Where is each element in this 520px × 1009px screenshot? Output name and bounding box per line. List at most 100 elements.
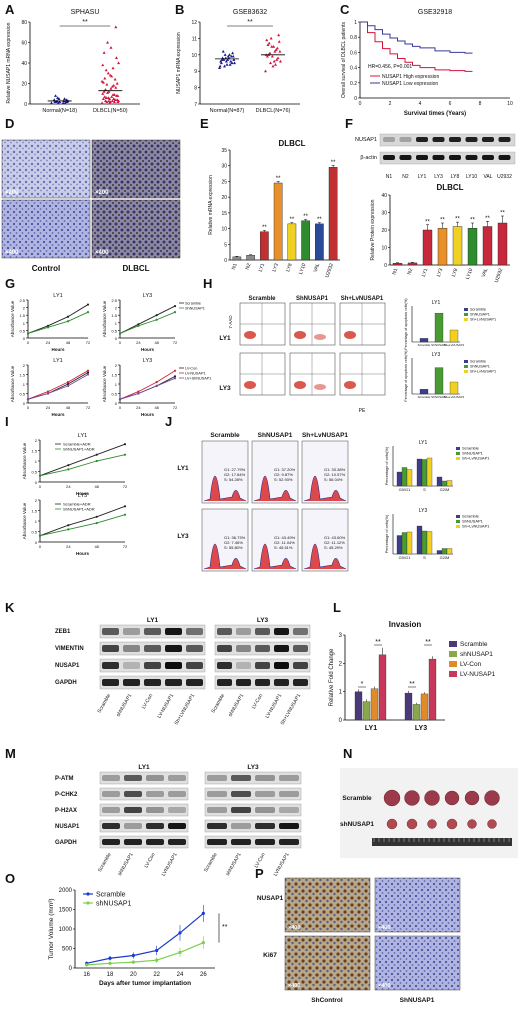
blot-lane-label: Scramble [96, 693, 112, 714]
panel-G1-ytick-label: 0.5 [19, 328, 25, 333]
panel-A-point [101, 80, 105, 84]
panel-H2-legend-swatch [464, 370, 468, 373]
panel-B-point [224, 59, 228, 63]
panel-I2-series-1 [39, 514, 126, 537]
blot-band [279, 823, 299, 829]
ihc-image [284, 935, 371, 991]
panel-B-ytick-label: 12 [191, 20, 197, 26]
panel-G4-ylabel: Absorbance Value [102, 365, 107, 402]
panel-G2-point [155, 314, 158, 317]
blot-band [168, 791, 186, 797]
panel-letter-L: L [333, 600, 341, 615]
blot-strip [204, 835, 302, 849]
panel-G4-legend-label: LV-Con [185, 367, 197, 371]
cellcycle-outline [253, 475, 297, 502]
cellcycle-stat: S: 45.29% [324, 545, 343, 550]
cellcycle-stat: G2: 17.84% [224, 472, 246, 477]
panel-C-title: GSE32918 [418, 9, 452, 16]
cellcycle-histogram [201, 508, 249, 572]
panel-B-point [277, 33, 281, 37]
panel-L-ytick-label: 2 [339, 661, 343, 667]
panel-P: NUSAP1 Ki67 ×400 ×400 ×400 ×400 ShControl ShNUS… [257, 877, 461, 1004]
panel-J2-legend-label: Sh+LvNUSAP1 [462, 524, 490, 529]
blot-strip [204, 803, 302, 817]
panel-H1-category: Scramble [418, 343, 431, 347]
panel-I2-ytick-label: 0 [35, 540, 38, 545]
blot-band [123, 628, 140, 635]
blot-band [449, 137, 461, 142]
panel-A-point [117, 61, 121, 65]
tumor-sample [424, 790, 440, 806]
panel-J1-category: S [423, 487, 426, 492]
panel-A-point [106, 91, 110, 94]
blot-lane-label: Scramble [97, 852, 113, 873]
blot-label: P-ATM [55, 776, 74, 782]
panel-E-sig: ** [317, 217, 322, 223]
panel-F-bar [497, 222, 508, 266]
cellcycle-stat: S: 55.80% [224, 545, 243, 550]
panel-G2-series-0 [119, 305, 176, 334]
tumor-sample [427, 819, 437, 829]
cellcycle-stat: G1: 27.79% [224, 467, 246, 472]
panel-letter-K: K [5, 600, 15, 615]
panel-G3-point [66, 382, 70, 386]
blot-band [165, 628, 182, 635]
panel-G1-ytick-label: 1.5 [19, 313, 25, 318]
blot-label: ZEB1 [55, 629, 71, 635]
panel-G4-point [155, 384, 158, 387]
panel-J1-bar [426, 457, 433, 487]
panel-A-point [115, 81, 119, 85]
panel-J2-category: G0/G1 [399, 555, 412, 560]
panel-G3-xtick-label: 0 [27, 405, 30, 410]
panel-F-category: LY10 [465, 267, 475, 280]
panel-C-series-1 [360, 21, 473, 54]
panel-F-bar [392, 263, 403, 266]
tumor-sample [446, 818, 458, 830]
panel-letter-H: H [203, 276, 212, 291]
cellcycle-outline [303, 475, 347, 502]
blot-strip [99, 803, 189, 817]
panel-L-sig: ** [425, 639, 431, 646]
panel-G2-xlabel: Hours [141, 347, 154, 352]
panel-E-sig: ** [276, 176, 281, 182]
panel-B-point [220, 58, 224, 61]
blot-label: β-actin [360, 155, 377, 161]
panel-L-ytick-label: 3 [339, 633, 343, 639]
panel-G4-series-1 [119, 370, 176, 400]
tumor-sample [464, 790, 480, 806]
blot-band [168, 823, 186, 829]
panel-E-bar [301, 220, 310, 261]
blot-band [231, 823, 251, 829]
ihc-magnification: ×400 [288, 925, 300, 931]
panel-E-bar [287, 223, 297, 261]
panel-G1-title: LY1 [53, 293, 62, 299]
cellcycle-stat: G1: 36.73% [224, 535, 246, 540]
blot-band [236, 628, 251, 635]
panel-H: Scramble ShNUSAP1 Sh+LvNUSAP1LY1LY37-AADPE… [219, 296, 496, 414]
panel-J1-legend-swatch [456, 452, 460, 455]
panel-A-point [106, 40, 110, 44]
panel-J2-bar [446, 548, 453, 555]
panel-A-point [61, 101, 65, 105]
tumor-sample [404, 790, 420, 806]
panel-F-bar [452, 226, 463, 266]
blot-label: VIMENTIN [55, 646, 84, 652]
blot-band [207, 791, 227, 797]
panel-G2-ytick-label: 1 [115, 321, 118, 326]
panel-E-bar [273, 182, 283, 261]
panel-E-sig: ** [331, 160, 336, 166]
panel-A-sig: ** [82, 19, 88, 26]
panel-G3-ytick-label: 0.5 [19, 392, 25, 397]
panel-F-category: LY1 [421, 267, 430, 277]
blot-band [102, 662, 119, 669]
panel-G3-point [86, 371, 90, 374]
panel-C-xtick-label: 6 [449, 101, 452, 107]
panel-B-point [271, 64, 275, 68]
blot-band [144, 628, 161, 635]
panel-B-ytick-label: 9 [194, 69, 197, 75]
cellcycle-stat: G2: 10.57% [324, 472, 346, 477]
panel-G2-point [173, 304, 177, 308]
panel-O-point [131, 960, 135, 964]
blot-band [124, 807, 142, 813]
blot-band [168, 807, 186, 813]
